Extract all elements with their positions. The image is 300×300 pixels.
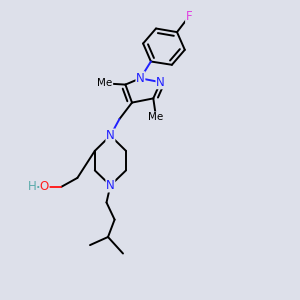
Text: N: N <box>106 129 115 142</box>
Text: N: N <box>136 72 145 85</box>
Text: Me: Me <box>98 78 112 88</box>
Text: H: H <box>28 180 37 194</box>
Text: Me: Me <box>148 112 164 122</box>
Text: N: N <box>106 179 115 192</box>
Text: F: F <box>186 10 192 23</box>
Text: N: N <box>156 76 165 89</box>
Text: O: O <box>40 180 49 194</box>
